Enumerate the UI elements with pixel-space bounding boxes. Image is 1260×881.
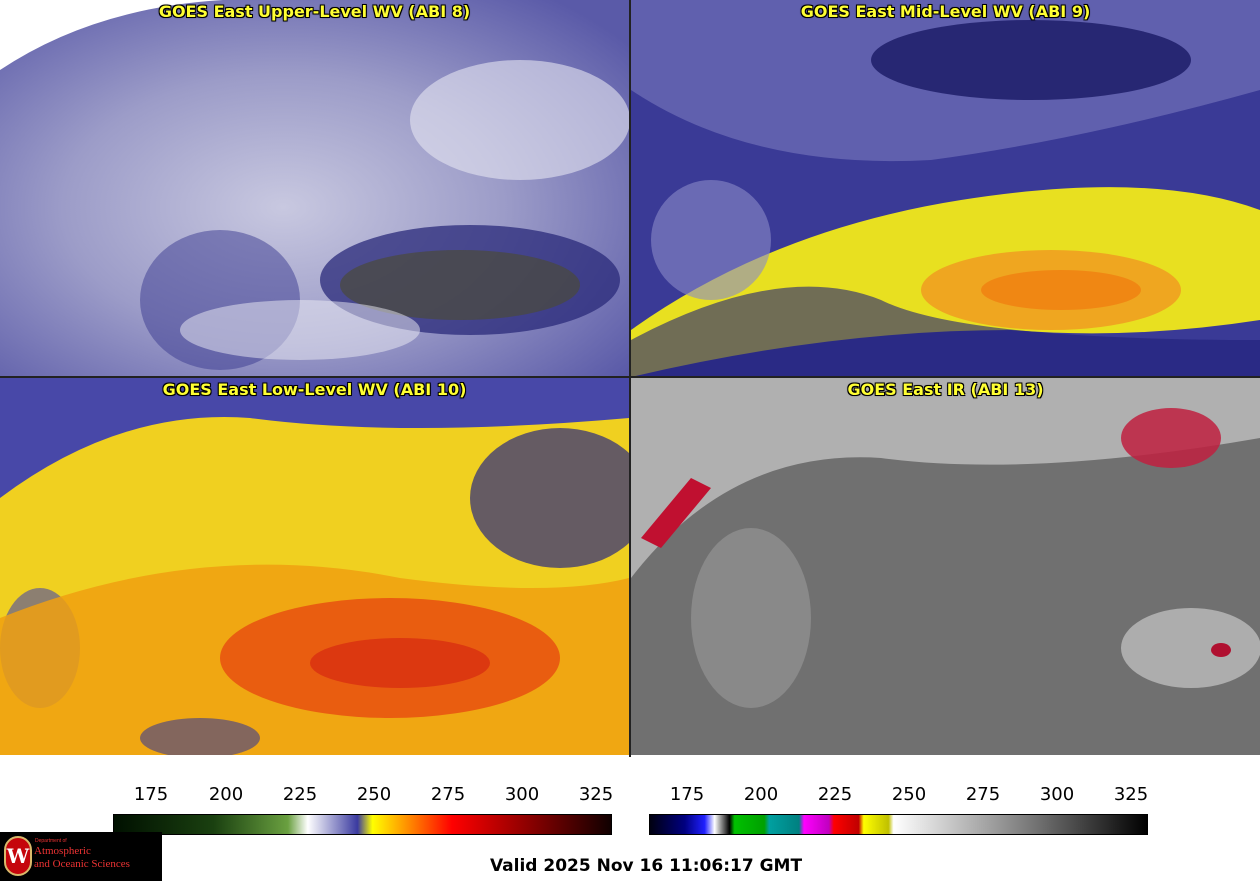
panel-upper-level-wv: GOES East Upper-Level WV (ABI 8): [0, 0, 629, 377]
logo-line-2: and Oceanic Sciences: [34, 858, 130, 870]
ir-colorbar: [649, 814, 1148, 835]
ir-tick-label: 275: [965, 784, 1001, 805]
wv-tick-label: 325: [578, 784, 614, 805]
wv-tick-label: 200: [208, 784, 244, 805]
ir-tick-label: 250: [891, 784, 927, 805]
wv-tick-label: 275: [430, 784, 466, 805]
ir-tick-label: 325: [1113, 784, 1149, 805]
logo-line-1: Atmospheric: [34, 845, 91, 857]
panel-title: GOES East Upper-Level WV (ABI 8): [158, 2, 471, 21]
ir-tick-label: 300: [1039, 784, 1075, 805]
uw-crest-icon: W: [4, 836, 32, 876]
valid-time: Valid 2025 Nov 16 11:06:17 GMT: [489, 856, 803, 876]
ir-tick-label: 175: [669, 784, 705, 805]
mid-wv-imagery: [631, 0, 1260, 377]
wv-colorbar-ticks: 175 200 225 250 275 300 325: [113, 784, 614, 814]
wv-tick-label: 225: [282, 784, 318, 805]
panel-low-level-wv: GOES East Low-Level WV (ABI 10): [0, 378, 629, 755]
low-wv-imagery: [0, 378, 629, 755]
ir-imagery: [631, 378, 1260, 755]
wv-tick-label: 175: [133, 784, 169, 805]
wv-tick-label: 300: [504, 784, 540, 805]
upper-wv-imagery: [0, 0, 629, 377]
panel-title: GOES East Low-Level WV (ABI 10): [162, 380, 467, 399]
wv-colorbar: [113, 814, 612, 835]
panel-mid-level-wv: GOES East Mid-Level WV (ABI 9): [631, 0, 1260, 377]
ir-colorbar-ticks: 175 200 225 250 275 300 325: [649, 784, 1148, 814]
panel-divider-horizontal: [0, 376, 1260, 378]
panel-title: GOES East IR (ABI 13): [847, 380, 1044, 399]
wv-tick-label: 250: [356, 784, 392, 805]
logo-dept-text: Department of: [35, 838, 67, 844]
aos-logo[interactable]: W Department of Atmospheric and Oceanic …: [0, 832, 162, 881]
panel-ir: GOES East IR (ABI 13): [631, 378, 1260, 755]
panel-divider-vertical: [629, 0, 631, 757]
panel-title: GOES East Mid-Level WV (ABI 9): [800, 2, 1091, 21]
ir-tick-label: 200: [743, 784, 779, 805]
ir-tick-label: 225: [817, 784, 853, 805]
